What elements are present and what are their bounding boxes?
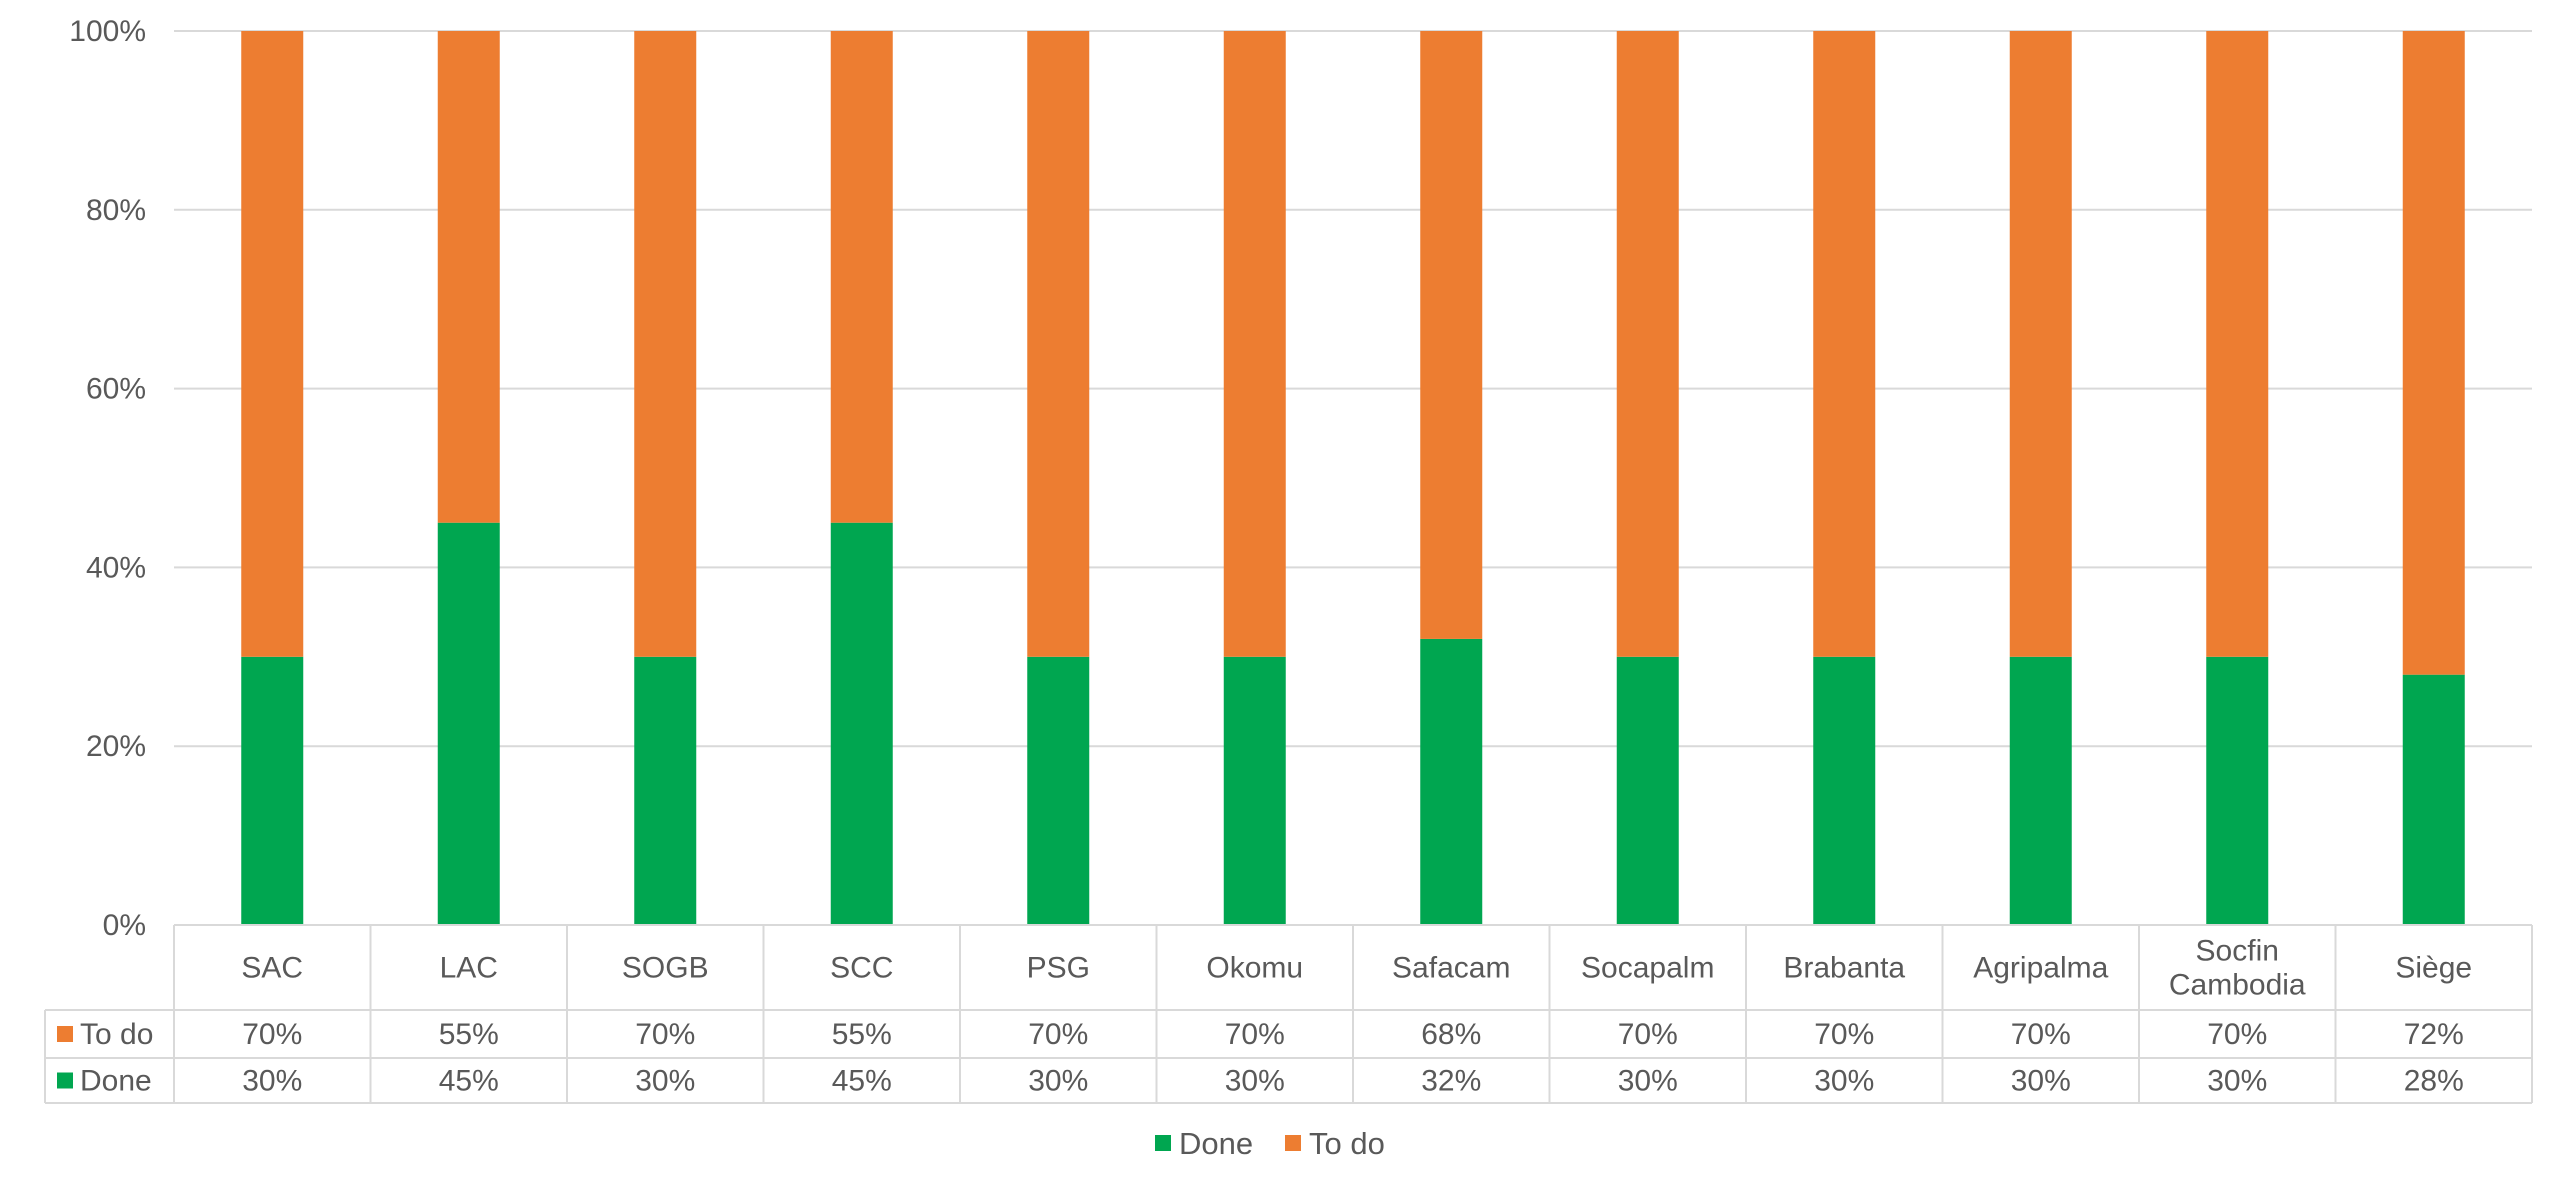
category-label: Agripalma: [1973, 952, 2108, 985]
bar-done: [1616, 656, 1679, 925]
data-label: 70%: [1225, 1018, 1285, 1051]
table-legend-key: [57, 1026, 73, 1042]
category-label: Brabanta: [1783, 952, 1905, 985]
category-label: Socfin: [2196, 935, 2279, 968]
bar-to-do: [1813, 31, 1876, 657]
table-row-label: Done: [80, 1065, 152, 1098]
legend-label: Done: [1179, 1126, 1253, 1161]
bar-done: [2402, 674, 2465, 925]
bar-to-do: [437, 31, 500, 523]
category-label: Cambodia: [2169, 969, 2306, 1002]
bar-done: [241, 656, 304, 925]
y-tick-label: 20%: [86, 730, 146, 763]
data-label: 70%: [2207, 1018, 2267, 1051]
data-label: 72%: [2404, 1018, 2464, 1051]
y-tick-label: 80%: [86, 194, 146, 227]
category-label: Siège: [2395, 952, 2472, 985]
legend: Done To do: [1155, 1126, 1385, 1161]
y-tick-label: 40%: [86, 551, 146, 584]
data-label: 70%: [1814, 1018, 1874, 1051]
data-label: 30%: [1028, 1065, 1088, 1098]
data-label: 30%: [1814, 1065, 1874, 1098]
bar-done: [634, 656, 697, 925]
y-axis-ticks: 0% 20% 40% 60% 80% 100%: [69, 15, 146, 942]
bar-done: [1420, 638, 1483, 925]
table-legend-key: [57, 1072, 73, 1089]
category-label: SOGB: [622, 952, 709, 985]
bar-done: [1223, 656, 1286, 925]
data-label: 70%: [242, 1018, 302, 1051]
category-label: SCC: [830, 952, 893, 985]
bar-done: [437, 522, 500, 925]
bar-to-do: [830, 31, 893, 523]
bar-done: [1813, 656, 1876, 925]
data-label: 30%: [242, 1065, 302, 1098]
data-label: 45%: [439, 1065, 499, 1098]
data-label: 55%: [439, 1018, 499, 1051]
bar-to-do: [634, 31, 697, 657]
table-row-label: To do: [80, 1018, 153, 1051]
data-label: 55%: [832, 1018, 892, 1051]
data-label: 30%: [2011, 1065, 2071, 1098]
legend-swatch: [1155, 1135, 1171, 1151]
bar-to-do: [2009, 31, 2072, 657]
category-label: LAC: [440, 952, 498, 985]
legend-swatch: [1285, 1135, 1301, 1151]
category-label: SAC: [241, 952, 303, 985]
data-label: 30%: [2207, 1065, 2267, 1098]
data-label: 30%: [1618, 1065, 1678, 1098]
legend-label: To do: [1309, 1126, 1385, 1161]
bar-to-do: [1027, 31, 1090, 657]
category-label: Safacam: [1392, 952, 1510, 985]
data-label: 70%: [635, 1018, 695, 1051]
bar-done: [2009, 656, 2072, 925]
data-label: 45%: [832, 1065, 892, 1098]
bar-to-do: [2206, 31, 2269, 657]
data-table: SAC LAC SOGB SCC PSG Okomu Safacam Socapalm Brab…: [44, 924, 2533, 1104]
data-label: 68%: [1421, 1018, 1481, 1051]
data-label: 70%: [1618, 1018, 1678, 1051]
category-label: Socapalm: [1581, 952, 1714, 985]
y-tick-label: 100%: [69, 15, 146, 48]
bar-to-do: [1616, 31, 1679, 657]
data-label: 70%: [2011, 1018, 2071, 1051]
y-tick-label: 60%: [86, 373, 146, 406]
bar-done: [1027, 656, 1090, 925]
data-label: 28%: [2404, 1065, 2464, 1098]
bar-to-do: [2402, 31, 2465, 675]
bar-done: [2206, 656, 2269, 925]
data-label: 70%: [1028, 1018, 1088, 1051]
bar-done: [830, 522, 893, 925]
data-label: 30%: [635, 1065, 695, 1098]
y-tick-label: 0%: [103, 909, 146, 942]
bar-to-do: [241, 31, 304, 657]
bar-to-do: [1420, 31, 1483, 639]
data-label: 30%: [1225, 1065, 1285, 1098]
category-label: Okomu: [1206, 952, 1303, 985]
category-label: PSG: [1027, 952, 1090, 985]
bars: [241, 31, 2465, 925]
gridlines: [174, 30, 2532, 748]
data-label: 32%: [1421, 1065, 1481, 1098]
bar-to-do: [1223, 31, 1286, 657]
